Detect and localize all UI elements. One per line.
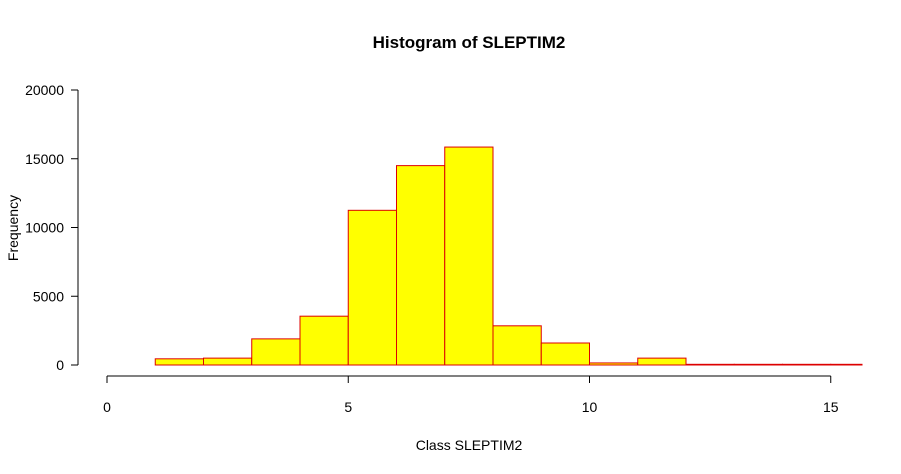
x-tick-label: 10 <box>582 399 598 415</box>
x-tick-label: 5 <box>344 399 352 415</box>
x-tick-label: 0 <box>103 399 111 415</box>
y-tick-label: 20000 <box>25 82 64 98</box>
y-tick-label: 0 <box>56 357 64 373</box>
chart-title: Histogram of SLEPTIM2 <box>373 33 566 52</box>
histogram-bar <box>637 357 687 366</box>
histogram-bar <box>540 342 590 366</box>
x-axis-label: Class SLEPTIM2 <box>416 437 523 453</box>
histogram-bar <box>830 363 863 366</box>
y-tick-label: 5000 <box>33 288 64 304</box>
histogram-bar <box>685 363 735 366</box>
histogram-bar <box>203 357 253 366</box>
histogram-bar <box>492 325 542 366</box>
histogram-bar <box>782 363 832 366</box>
histogram-bar <box>589 362 639 366</box>
histogram-bar <box>154 358 204 366</box>
y-axis: 0 5000 10000 15000 20000 <box>25 82 79 373</box>
x-axis: 0 5 10 15 <box>103 375 839 415</box>
histogram-bar <box>299 315 349 366</box>
y-tick-label: 15000 <box>25 151 64 167</box>
x-tick-label: 15 <box>823 399 839 415</box>
y-tick-label: 10000 <box>25 220 64 236</box>
histogram-bar <box>251 338 301 366</box>
histogram-bar <box>733 363 783 366</box>
bars-group <box>154 146 863 366</box>
histogram-bar <box>444 146 494 366</box>
histogram-bar <box>396 165 446 366</box>
y-axis-label: Frequency <box>5 195 21 261</box>
histogram-bar <box>347 209 397 366</box>
